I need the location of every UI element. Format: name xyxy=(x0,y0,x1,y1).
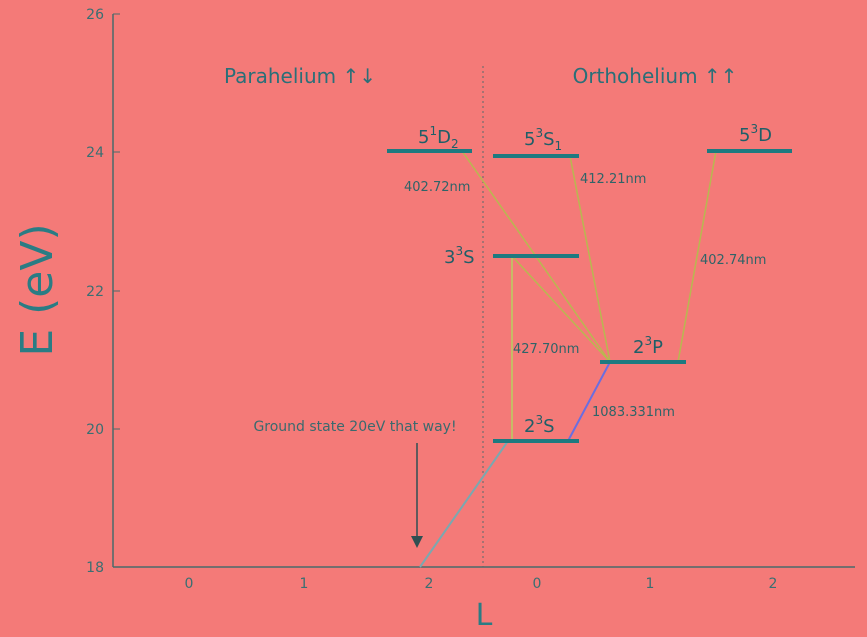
level-label-base: 2 xyxy=(524,416,535,437)
transition-line xyxy=(677,150,717,363)
level-label: 23S xyxy=(524,413,555,437)
transition-label: 1083.331nm xyxy=(592,405,675,420)
level-label: 23P xyxy=(633,334,663,358)
transition-line xyxy=(569,155,611,363)
x-tick-label: 1 xyxy=(300,576,309,592)
level-label-sup: 1 xyxy=(429,124,437,138)
y-tick-label: 18 xyxy=(86,560,104,576)
y-axis-label: E (eV) xyxy=(12,223,63,356)
level-label-base: 2 xyxy=(633,337,644,358)
x-ticks: 0 1 2 0 1 2 xyxy=(185,576,778,592)
level-label: 51D2 xyxy=(418,124,459,151)
transition-label: 412.21nm xyxy=(580,172,646,187)
level-label: 53D xyxy=(739,122,772,146)
group-title-orthohelium: Orthohelium ↑↑ xyxy=(573,64,738,88)
level-label: 53S1 xyxy=(524,126,562,153)
x-tick-label: 1 xyxy=(646,576,655,592)
level-label-base: 3 xyxy=(444,247,455,268)
level-label-sup: 3 xyxy=(644,334,652,348)
level-label-term: D xyxy=(437,127,451,148)
level-label-sup: 3 xyxy=(750,122,758,136)
x-tick-label: 2 xyxy=(769,576,778,592)
energy-levels xyxy=(387,149,792,443)
level-label-term: P xyxy=(652,337,663,358)
annotation-arrow-head xyxy=(411,536,423,548)
x-tick-label: 0 xyxy=(533,576,542,592)
transition-line xyxy=(567,361,611,442)
y-ticks: 18 20 22 24 26 xyxy=(86,7,120,576)
transition-label: 402.74nm xyxy=(700,253,766,268)
transition-label: 402.72nm xyxy=(404,180,470,195)
level-label-sub: 2 xyxy=(451,137,459,151)
transition-line xyxy=(511,255,611,363)
level-label-sup: 3 xyxy=(455,244,463,258)
level-label-term: S xyxy=(543,416,554,437)
ground-state-annotation: Ground state 20eV that way! xyxy=(253,419,456,435)
level-label-base: 5 xyxy=(524,129,535,150)
level-label-base: 5 xyxy=(739,125,750,146)
x-tick-label: 2 xyxy=(425,576,434,592)
level-label-term: D xyxy=(758,125,772,146)
transitions xyxy=(419,150,717,568)
level-label-base: 5 xyxy=(418,127,429,148)
level-label-sup: 3 xyxy=(535,413,543,427)
y-tick-label: 22 xyxy=(86,284,104,300)
ground-state-line xyxy=(419,440,509,568)
level-label-sup: 3 xyxy=(535,126,543,140)
level-label-term: S xyxy=(543,129,554,150)
y-tick-label: 20 xyxy=(86,422,104,438)
x-tick-label: 0 xyxy=(185,576,194,592)
y-tick-label: 24 xyxy=(86,145,104,161)
level-label-sub: 1 xyxy=(555,139,563,153)
transition-label: 427.70nm xyxy=(513,342,579,357)
level-label-term: S xyxy=(463,247,474,268)
y-tick-label: 26 xyxy=(86,7,104,23)
group-title-parahelium: Parahelium ↑↓ xyxy=(224,64,376,88)
x-axis-label: L xyxy=(476,598,493,633)
level-label: 33S xyxy=(444,244,475,268)
